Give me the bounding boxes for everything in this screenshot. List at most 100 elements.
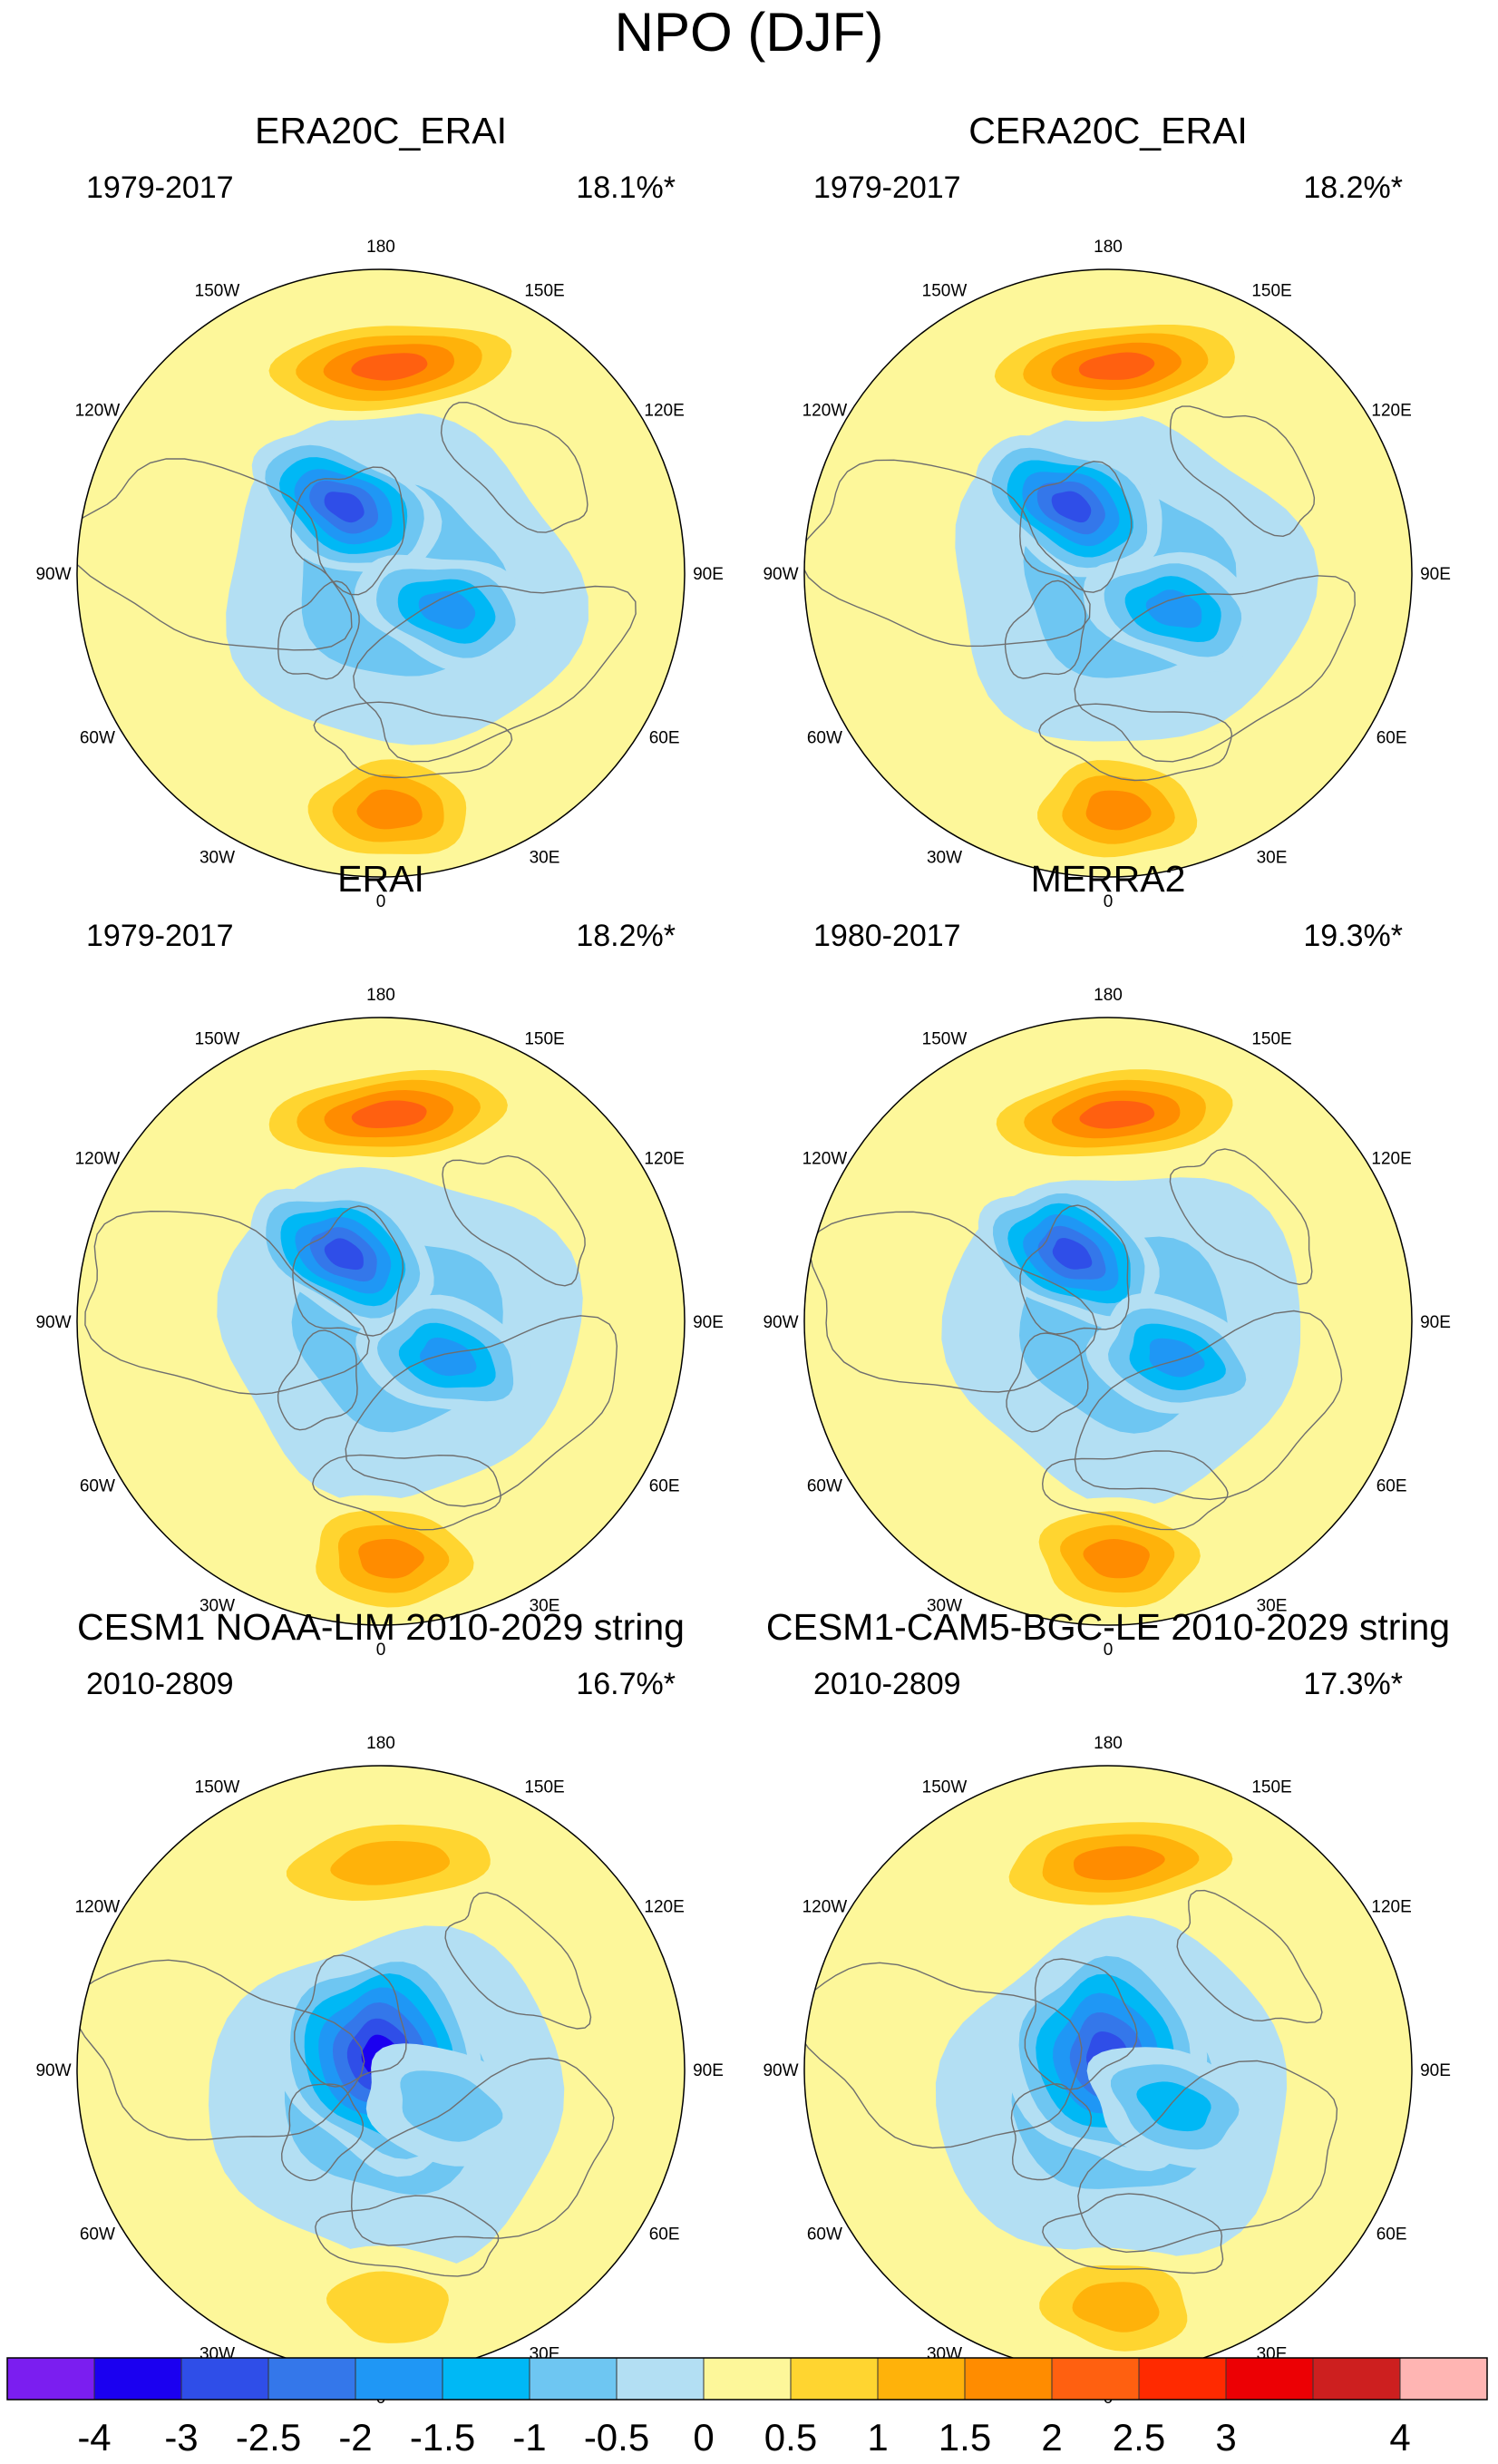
negative-secondary-contour (419, 1337, 477, 1377)
coastline (1024, 1958, 1138, 2090)
coastline (442, 1154, 586, 1287)
panel-variance: 16.7%* (576, 1667, 676, 1701)
colorbar-tick-label: 0 (693, 2416, 714, 2459)
coastline (1041, 1450, 1229, 1531)
map-border (803, 268, 1413, 878)
longitude-label: 150W (195, 281, 240, 300)
longitude-label: 60E (649, 1477, 680, 1496)
positive-pacific-contour (351, 353, 428, 381)
coastline (1038, 703, 1233, 782)
longitude-label: 150E (1251, 281, 1291, 300)
positive-atlantic-contour (358, 1539, 424, 1579)
coastline (350, 2057, 615, 2246)
positive-atlantic-contour (1083, 1539, 1150, 1579)
longitude-label: 90E (1420, 2061, 1451, 2080)
panel-period: 2010-2809 (86, 1667, 234, 1701)
longitude-label: 60W (807, 1477, 842, 1496)
colorbar-tick-label: 4 (1389, 2416, 1410, 2459)
map-field (77, 269, 685, 877)
longitude-label: 120E (644, 1898, 684, 1917)
colorbar-tick-label: -1 (512, 2416, 546, 2459)
colorbar: -4 -3 -2.5 -2 -1.5 -1 -0.5 0 0.5 1 1.5 2 2.5 3 4 (6, 2357, 1488, 2459)
longitude-label: 90W (763, 2061, 798, 2080)
coastline (315, 2195, 500, 2277)
longitude-label: 0 (376, 892, 386, 911)
panel-title: CERA20C_ERAI (968, 110, 1248, 151)
longitude-label: 120W (75, 1150, 121, 1169)
positive-atlantic-contour (326, 2271, 449, 2343)
coastline (353, 585, 637, 763)
coastline (345, 1315, 618, 1507)
longitude-label: 150E (524, 281, 564, 300)
longitude-label: 150W (195, 1777, 240, 1797)
longitude-label: 0 (1104, 1641, 1114, 1660)
longitude-label: 120W (802, 1898, 848, 1917)
coastline (1019, 1204, 1130, 1335)
colorbar-tick-label: -2 (338, 2416, 372, 2459)
longitude-label: 30W (199, 849, 235, 868)
coastline (804, 1962, 1083, 2149)
longitude-label: 180 (366, 986, 395, 1005)
panel-title: CESM1 NOAA-LIM 2010-2029 string (77, 1606, 685, 1648)
longitude-label: 90E (693, 565, 724, 584)
negative-secondary-contour (1149, 1338, 1205, 1378)
longitude-label: 150W (195, 1029, 240, 1048)
panel-variance: 18.2%* (1303, 170, 1403, 205)
coastline (1170, 405, 1316, 538)
colorbar-bin (530, 2358, 617, 2400)
panel-period: 2010-2809 (813, 1667, 961, 1701)
positive-atlantic-contour (1072, 2282, 1160, 2333)
colorbar-tick-label: 2.5 (1113, 2416, 1165, 2459)
panel-period: 1980-2017 (813, 919, 961, 953)
colorbar-bin (704, 2358, 791, 2400)
panel-variance: 18.2%* (576, 919, 676, 953)
longitude-label: 120E (644, 402, 684, 421)
positive-pacific-contour (1074, 1846, 1165, 1881)
colorbar-bin (878, 2358, 965, 2400)
coastline (444, 1892, 592, 2030)
map-field (77, 1766, 685, 2373)
colorbar-bin (791, 2358, 878, 2400)
negative-secondary-contour (400, 2070, 503, 2142)
longitude-label: 60E (1376, 2225, 1407, 2245)
coastline (277, 1329, 358, 1431)
panel-title: MERRA2 (1031, 858, 1186, 900)
map-border (76, 268, 686, 878)
longitude-label: 180 (1094, 1734, 1123, 1753)
map-border (803, 1017, 1413, 1626)
colorbar-tick-label: 3 (1215, 2416, 1236, 2459)
figure-title: NPO (DJF) (614, 2, 884, 63)
colorbar-bin (443, 2358, 530, 2400)
longitude-label: 30W (199, 1597, 235, 1616)
coastline (804, 459, 1091, 648)
coastline (1019, 460, 1133, 593)
colorbar-bin (94, 2358, 181, 2400)
colorbar-bin (617, 2358, 704, 2400)
coastline (84, 1210, 370, 1396)
colorbar-bin (268, 2358, 355, 2400)
longitude-label: 120W (75, 402, 121, 421)
panel-variance: 19.3%* (1303, 919, 1403, 953)
longitude-label: 60E (649, 2225, 680, 2245)
longitude-label: 150W (922, 1777, 968, 1797)
coastline (313, 701, 513, 779)
panel-period: 1979-2017 (813, 170, 961, 205)
colorbar-tick-label: -1.5 (410, 2416, 475, 2459)
longitude-label: 60W (80, 1477, 115, 1496)
panel-period: 1979-2017 (86, 919, 234, 953)
coastline (280, 2083, 365, 2182)
longitude-label: 150E (1251, 1029, 1291, 1048)
panel-title: ERAI (337, 858, 424, 900)
longitude-label: 90E (693, 2061, 724, 2080)
longitude-label: 90W (35, 565, 71, 584)
panel-variance: 17.3%* (1303, 1667, 1403, 1701)
longitude-label: 180 (366, 1734, 395, 1753)
longitude-label: 120E (644, 1150, 684, 1169)
coastline (1176, 1889, 1323, 2024)
colorbar-tick-label: -3 (164, 2416, 198, 2459)
longitude-label: 180 (366, 238, 395, 257)
longitude-label: 60E (649, 729, 680, 748)
longitude-label: 60E (1376, 729, 1407, 748)
